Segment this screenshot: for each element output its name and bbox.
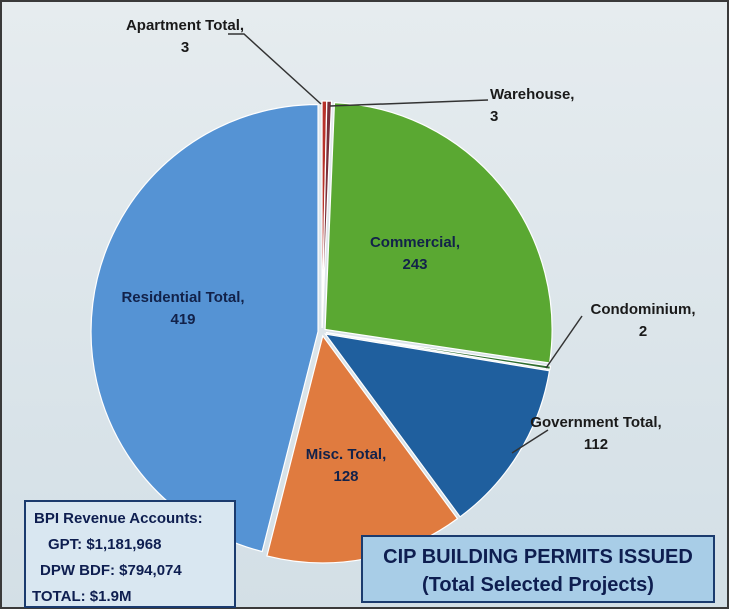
revenue-line: GPT: $1,181,968 [48, 536, 161, 553]
slice-value: 3 [181, 39, 189, 56]
title-box [361, 535, 715, 603]
slice-value: 2 [639, 323, 647, 340]
leader-line [545, 315, 583, 369]
slice-value: 419 [170, 311, 195, 328]
pie-slice [325, 332, 552, 370]
pie-slice [321, 100, 333, 329]
revenue-line: DPW BDF: $794,074 [40, 562, 182, 579]
pie [90, 100, 553, 564]
slice-category: Commercial, [370, 234, 460, 251]
slice-category: Residential Total, [121, 289, 244, 306]
slice-value: 112 [584, 436, 608, 453]
pie-slice [324, 102, 553, 364]
slice-value: 243 [402, 256, 427, 273]
leader-line [511, 429, 549, 454]
revenue-box [24, 500, 236, 608]
slice-value: 3 [490, 108, 498, 125]
slice-category: Government Total, [530, 414, 661, 431]
slice-category: Warehouse, [490, 86, 574, 103]
slice-category: Condominium, [591, 301, 696, 318]
pie-slice [324, 333, 551, 518]
leader-line [329, 99, 489, 107]
revenue-heading: BPI Revenue Accounts: [34, 510, 203, 527]
chart-subtitle: (Total Selected Projects) [422, 574, 654, 596]
slice-category: Apartment Total, [126, 17, 244, 34]
leader-line [228, 33, 322, 105]
slice-category: Misc. Total, [306, 446, 387, 463]
chart-title: CIP BUILDING PERMITS ISSUED [383, 546, 693, 568]
slice-value: 128 [333, 468, 358, 485]
revenue-total: TOTAL: $1.9M [32, 588, 131, 605]
slice-labels: Apartment Total, 3 Warehouse, 3 Commercial, 2… [121, 17, 695, 485]
